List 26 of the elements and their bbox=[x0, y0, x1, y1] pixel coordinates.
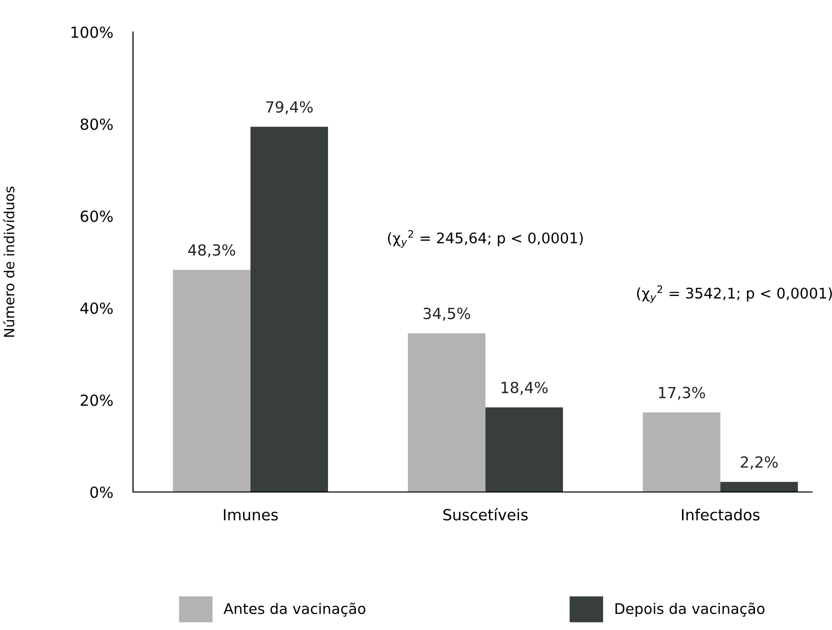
annotation: (χ$_{y}$$^{2}$ = 3542,1; p < 0,0001) bbox=[637, 285, 832, 303]
data-label: 34,5% bbox=[424, 308, 470, 321]
y-tick-label: 60% bbox=[80, 210, 113, 222]
bar bbox=[250, 126, 328, 492]
y-tick-label: 20% bbox=[80, 394, 113, 406]
data-label: 18,4% bbox=[502, 382, 548, 395]
data-label: 17,3% bbox=[659, 386, 706, 400]
data-label: 48,3% bbox=[188, 244, 236, 258]
y-tick-label: 40% bbox=[80, 302, 113, 314]
data-label: 2,2% bbox=[740, 456, 778, 470]
x-tick-label: Suscetíveis bbox=[443, 508, 528, 520]
bar bbox=[642, 412, 720, 492]
y-tick-label: 100% bbox=[72, 26, 113, 38]
y-axis-title: Número de indivíduos bbox=[3, 186, 14, 337]
bar bbox=[720, 482, 798, 492]
bar bbox=[485, 407, 563, 492]
bar bbox=[408, 333, 486, 492]
legend-label: Antes da vacinação bbox=[224, 602, 366, 617]
annotation: (χ$_{y}$$^{2}$ = 245,64; p < 0,0001) bbox=[388, 230, 583, 248]
y-tick-label: 0% bbox=[90, 486, 113, 498]
bar bbox=[172, 270, 250, 492]
x-tick-label: Imunes bbox=[224, 509, 278, 520]
legend-label: Depois da vacinação bbox=[616, 602, 764, 617]
data-label: 79,4% bbox=[266, 101, 313, 114]
x-tick-label: Infectados bbox=[682, 508, 760, 520]
y-tick-label: 80% bbox=[80, 118, 113, 130]
